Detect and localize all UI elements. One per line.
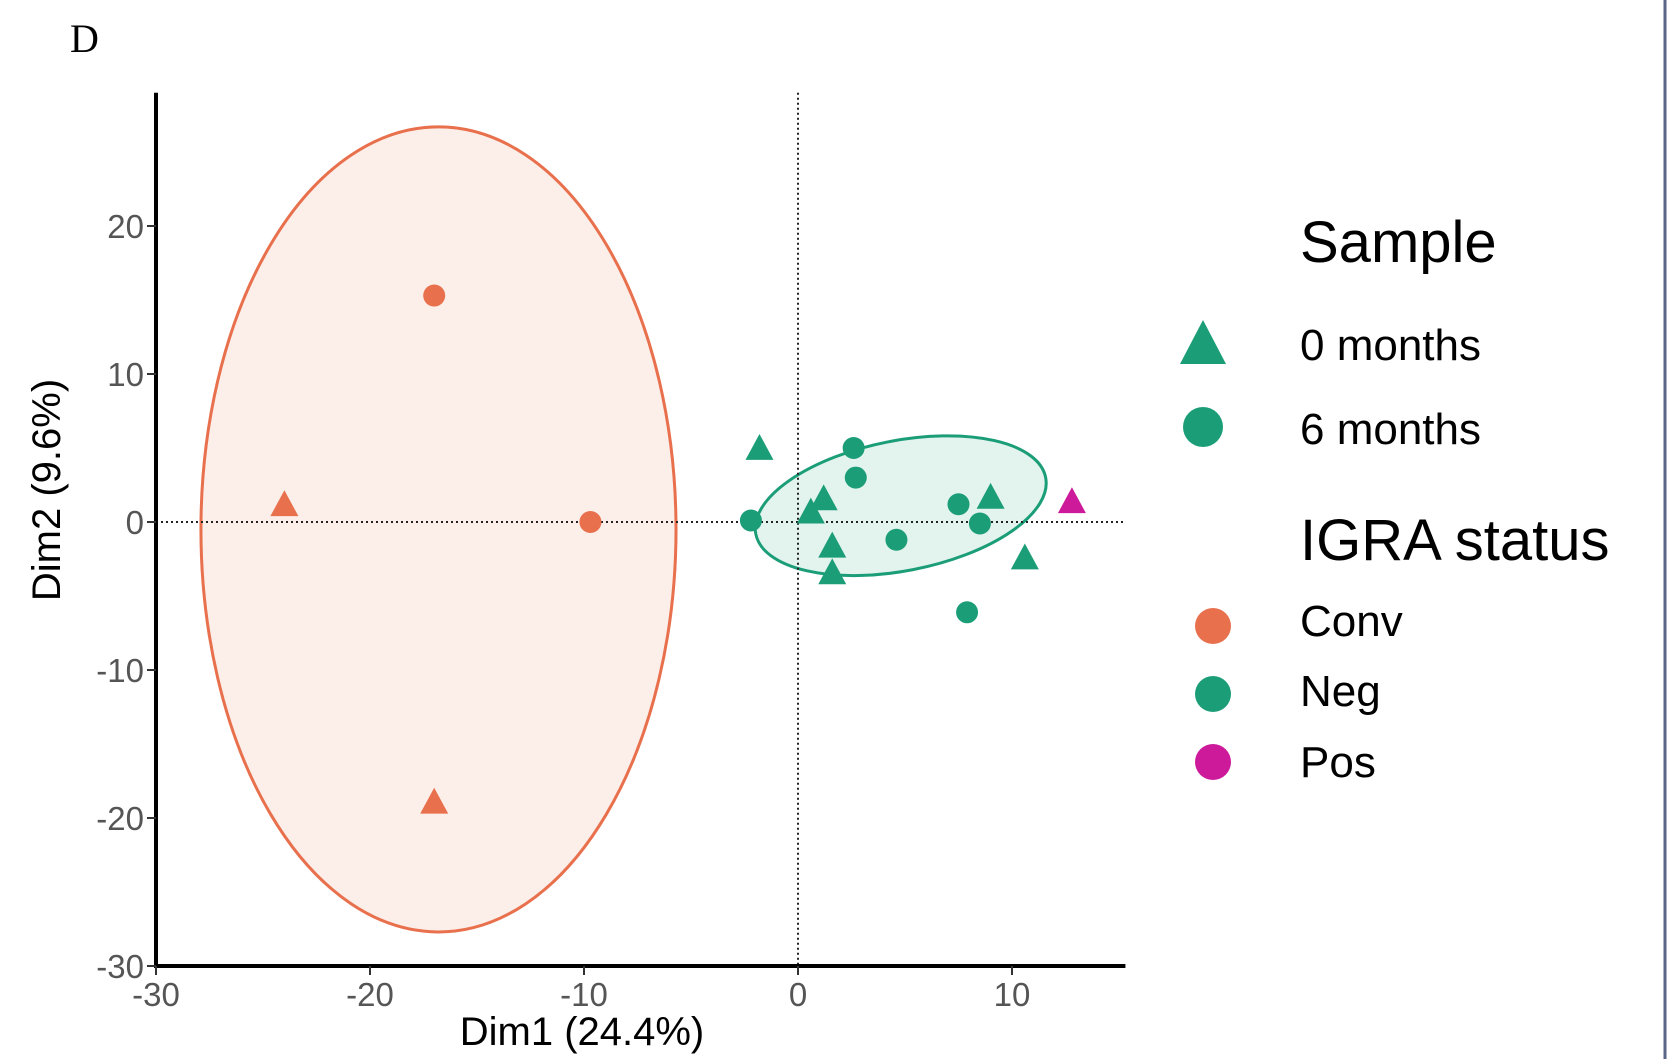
panel-label: D — [70, 16, 99, 61]
legend-title-igra-status: IGRA status — [1300, 508, 1609, 573]
data-point-triangle-conv — [270, 490, 299, 517]
confidence-ellipse-conv — [199, 125, 678, 934]
data-point-triangle-conv — [420, 787, 449, 814]
data-point-triangle-neg — [809, 484, 838, 511]
data-point-circle-neg — [844, 466, 867, 489]
legend-label-conv: Conv — [1300, 597, 1403, 646]
legend-key-triangle — [1180, 320, 1226, 364]
data-point-triangle-neg — [796, 497, 825, 524]
data-point-circle-neg — [947, 493, 970, 516]
legend-title-sample: Sample — [1300, 210, 1497, 275]
legend-key-pos — [1195, 744, 1231, 780]
legend-label-neg: Neg — [1300, 667, 1381, 716]
legend-key-circle — [1183, 407, 1223, 447]
y-tick-label: -30 — [96, 948, 144, 985]
x-tick-label: 0 — [789, 976, 807, 1013]
data-point-triangle-pos — [1057, 487, 1086, 514]
legend-key-conv — [1195, 608, 1231, 644]
data-point-circle-neg — [739, 509, 762, 532]
y-tick-label: -20 — [96, 800, 144, 837]
data-point-triangle-neg — [1010, 543, 1039, 570]
x-axis-title: Dim1 (24.4%) — [460, 1010, 705, 1054]
x-tick-label: -30 — [132, 976, 180, 1013]
data-point-triangle-neg — [818, 558, 847, 585]
axis-ticks: -30 -20 -10 0 10 -30 -20 -10 0 10 20 — [96, 208, 1030, 1013]
data-points — [270, 284, 1086, 814]
data-point-circle-neg — [968, 512, 991, 535]
y-tick-label: 0 — [126, 504, 144, 541]
data-point-circle-conv — [579, 511, 602, 533]
x-tick-label: -10 — [560, 976, 608, 1013]
y-tick-label: 20 — [107, 208, 144, 245]
confidence-ellipses — [199, 125, 1048, 934]
legend: Sample 0 months 6 months IGRA status Con… — [1180, 210, 1609, 787]
data-point-triangle-neg — [976, 482, 1005, 509]
data-point-triangle-neg — [818, 531, 847, 558]
x-tick-label: 10 — [994, 976, 1031, 1013]
data-point-circle-neg — [842, 437, 865, 459]
legend-key-neg — [1195, 676, 1231, 712]
y-tick-label: -10 — [96, 652, 144, 689]
y-tick-label: 10 — [107, 356, 144, 393]
x-tick-label: -20 — [346, 976, 394, 1013]
data-point-triangle-neg — [745, 434, 774, 460]
data-point-circle-neg — [956, 601, 979, 624]
y-axis-title: Dim2 (9.6%) — [25, 379, 69, 601]
legend-label-0-months: 0 months — [1300, 321, 1481, 370]
legend-label-6-months: 6 months — [1300, 405, 1481, 454]
data-point-circle-conv — [423, 284, 446, 307]
legend-label-pos: Pos — [1300, 738, 1376, 787]
confidence-ellipse-neg — [753, 434, 1048, 578]
plot-area: -30 -20 -10 0 10 -30 -20 -10 0 10 20 — [96, 92, 1126, 1013]
data-point-circle-neg — [885, 528, 908, 551]
